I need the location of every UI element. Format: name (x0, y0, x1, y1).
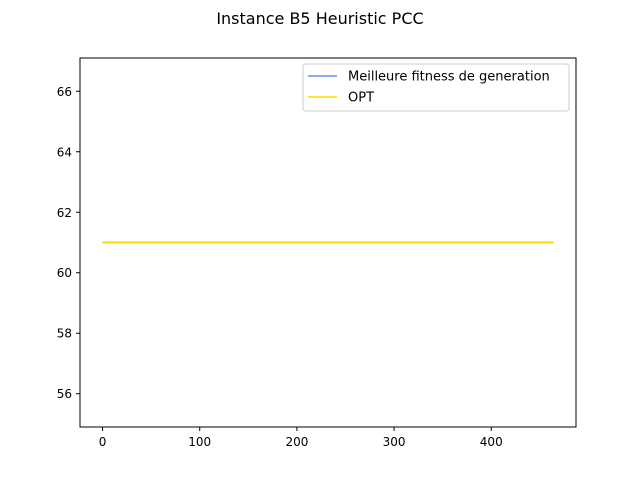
x-tick-label: 400 (480, 435, 503, 449)
y-tick-label: 66 (57, 85, 72, 99)
y-axis-ticks: 56 58 60 62 64 66 (57, 85, 80, 401)
y-tick-label: 62 (57, 206, 72, 220)
x-tick-label: 200 (285, 435, 308, 449)
plot-frame (79, 57, 577, 428)
y-tick-label: 60 (57, 266, 72, 280)
x-axis-ticks: 0 100 200 300 400 (99, 427, 503, 449)
chart-title: Instance B5 Heuristic PCC (216, 9, 423, 28)
x-tick-label: 100 (188, 435, 211, 449)
y-tick-label: 58 (57, 327, 72, 341)
y-tick-label: 56 (57, 387, 72, 401)
x-tick-label: 0 (99, 435, 107, 449)
legend-label-best-fitness: Meilleure fitness de generation (348, 70, 550, 85)
y-tick-label: 64 (57, 145, 72, 159)
x-tick-label: 300 (383, 435, 406, 449)
legend-label-opt: OPT (348, 91, 374, 106)
legend: Meilleure fitness de generation OPT (302, 63, 570, 112)
legend-box (302, 63, 570, 112)
